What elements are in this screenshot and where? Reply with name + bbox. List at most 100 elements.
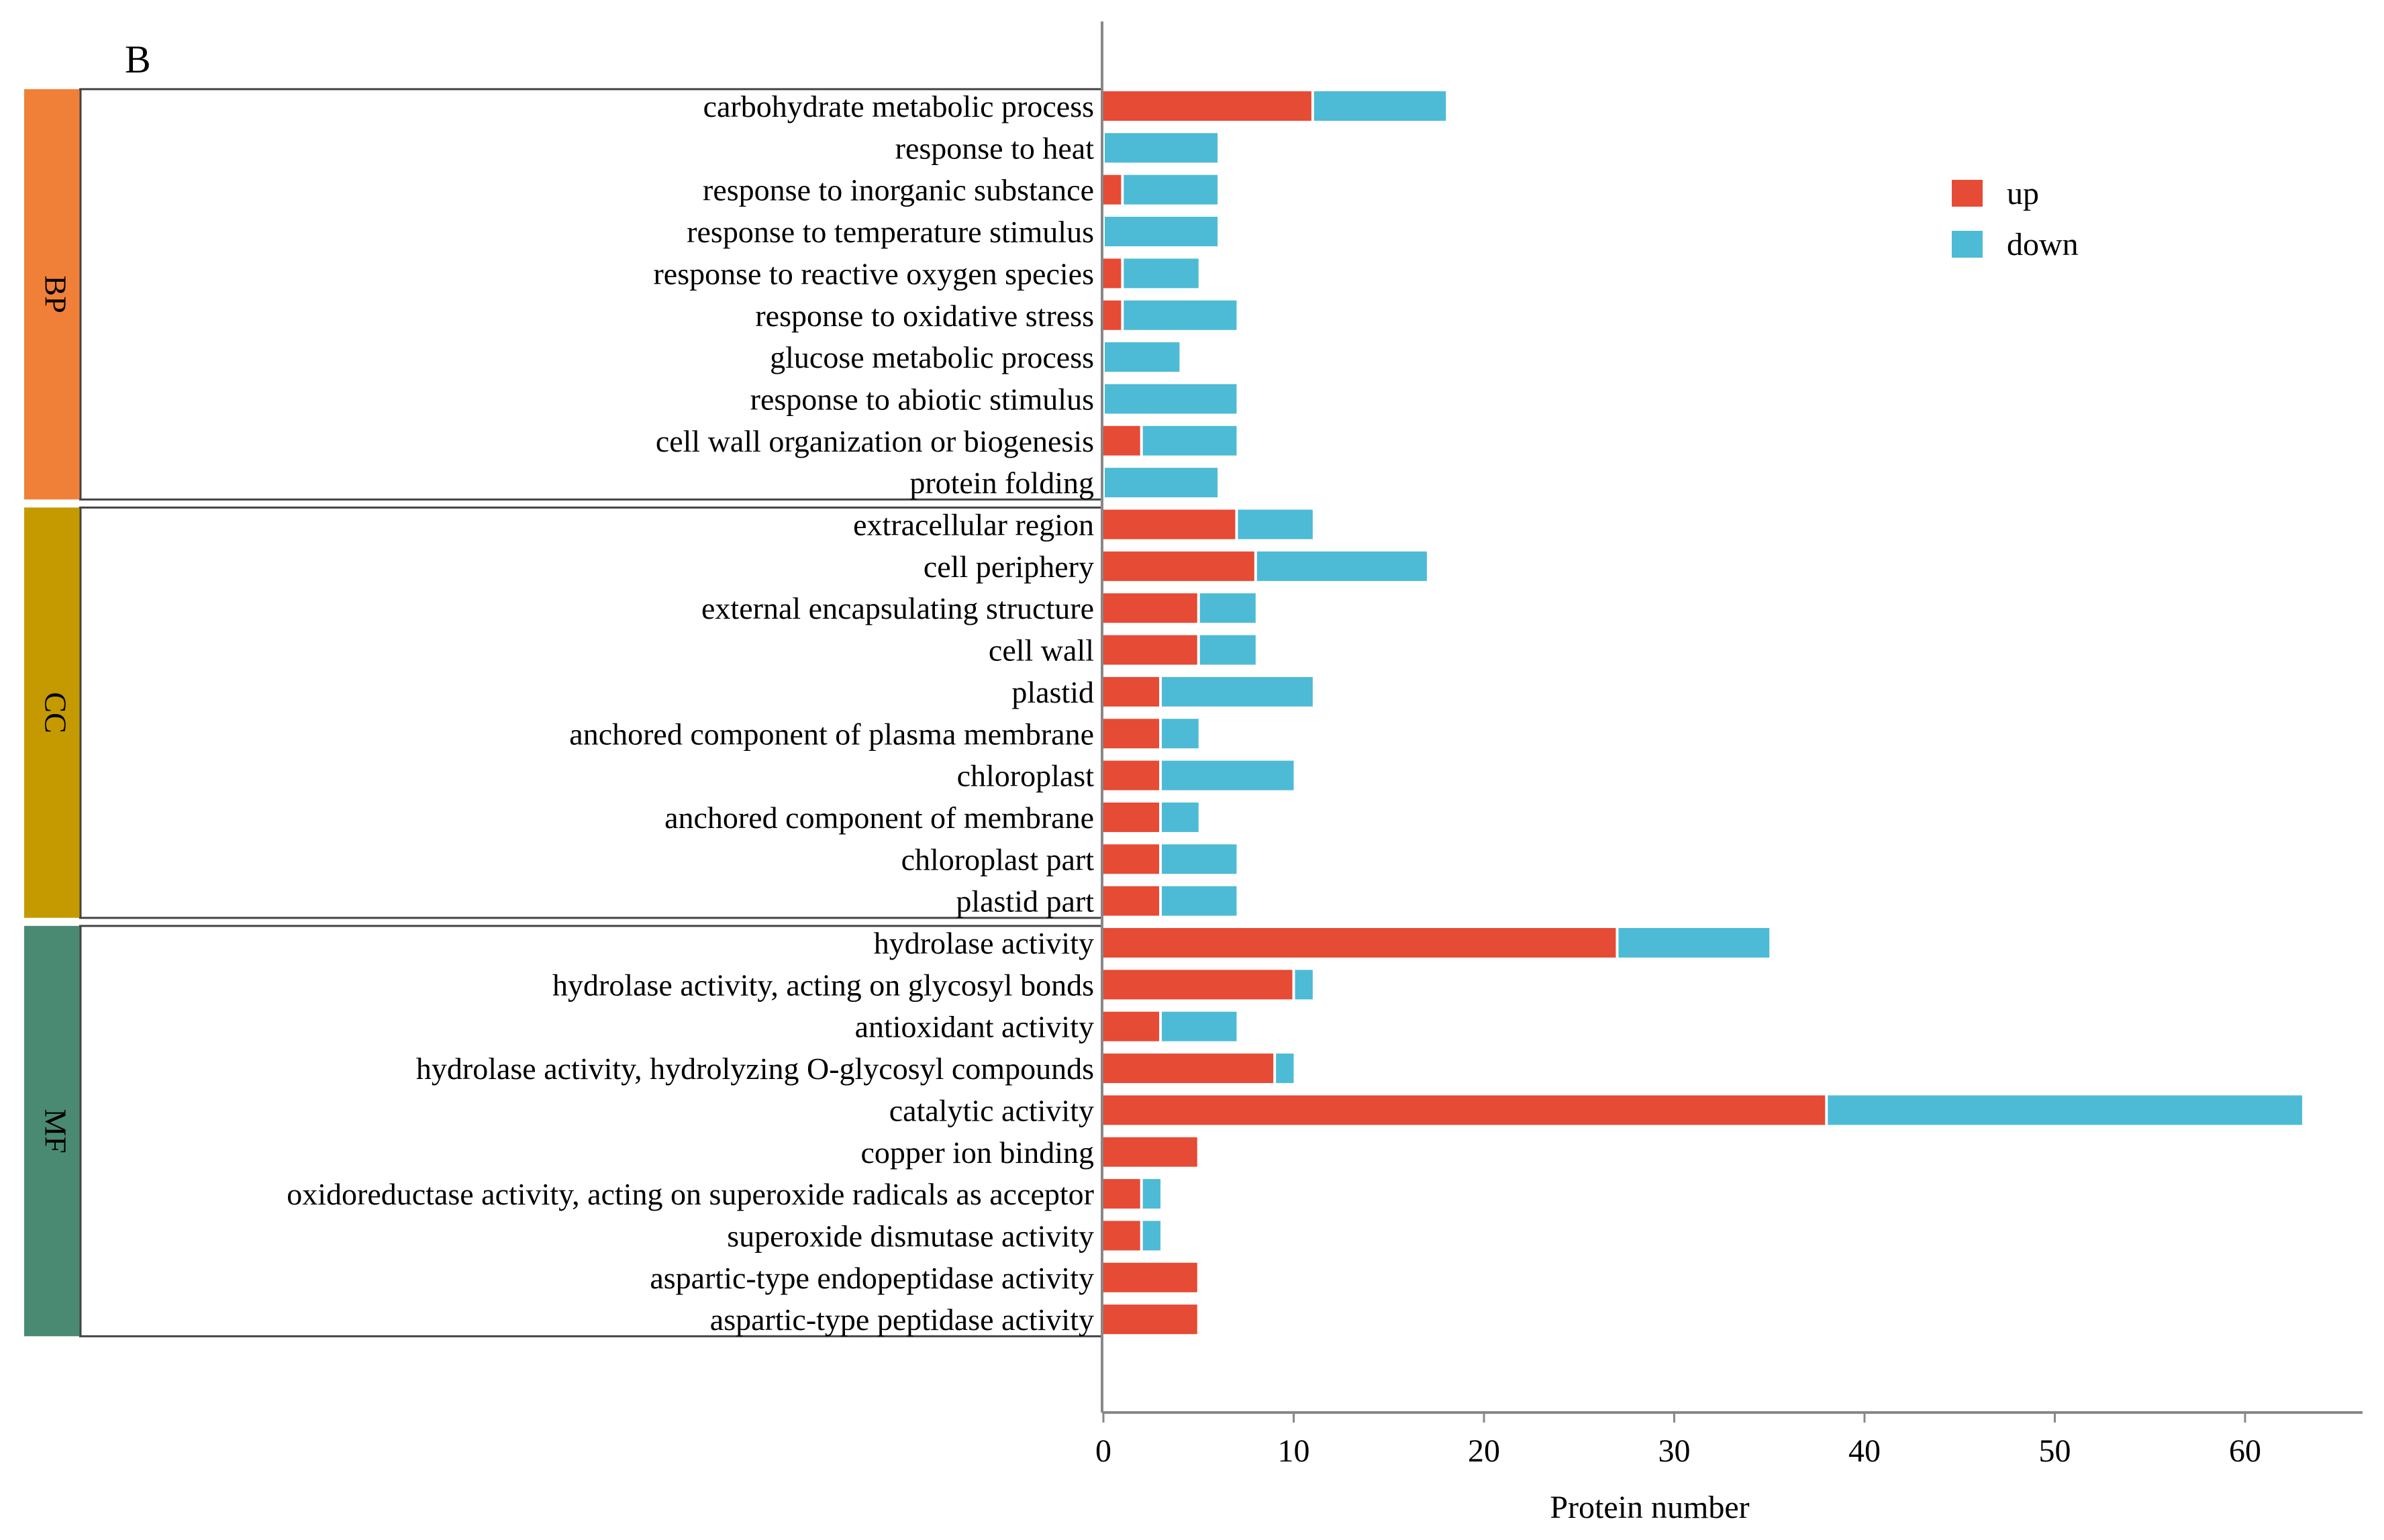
bar-up — [1103, 1054, 1274, 1084]
bar-up — [1103, 91, 1311, 121]
bar-up — [1103, 719, 1160, 749]
group-bar-bp — [24, 89, 81, 500]
x-axis-ticks: 0 10 20 30 40 50 60 — [1095, 1413, 2261, 1469]
category-label: cell wall — [989, 633, 1094, 668]
category-label: carbohydrate metabolic process — [703, 89, 1094, 123]
bar-up — [1103, 258, 1122, 289]
x-tick-label: 20 — [1468, 1433, 1500, 1469]
bar-up — [1103, 970, 1293, 1000]
x-tick-label: 0 — [1095, 1433, 1111, 1469]
group-label-cc: CC — [38, 692, 72, 733]
x-tick-label: 10 — [1278, 1433, 1310, 1469]
category-label: aspartic-type endopeptidase activity — [650, 1261, 1094, 1295]
group-bar-mf — [24, 925, 81, 1337]
bar-down — [1105, 384, 1237, 414]
x-tick-label: 50 — [2039, 1433, 2071, 1469]
bar-down — [1828, 1095, 2303, 1125]
category-label: chloroplast — [957, 759, 1095, 793]
category-label: cell wall organization or biogenesis — [656, 424, 1094, 458]
bar-up — [1103, 635, 1197, 665]
bar-down — [1313, 91, 1446, 121]
bar-down — [1142, 425, 1237, 456]
category-label: chloroplast part — [901, 842, 1095, 876]
legend-swatch-up — [1952, 180, 1983, 207]
bar-up — [1103, 928, 1616, 958]
bar-up — [1103, 425, 1140, 456]
category-label: oxidoreductase activity, acting on super… — [287, 1177, 1094, 1211]
bar-down — [1238, 509, 1313, 540]
category-label: response to reactive oxygen species — [653, 256, 1094, 291]
bar-up — [1103, 1221, 1140, 1251]
category-label: plastid — [1011, 675, 1094, 709]
bar-up — [1103, 886, 1160, 916]
bar-up — [1103, 844, 1160, 874]
panel-label: B — [125, 38, 151, 81]
category-label: response to temperature stimulus — [687, 215, 1094, 249]
bar-down — [1162, 844, 1237, 874]
category-label: response to heat — [895, 131, 1095, 165]
category-label: hydrolase activity — [874, 926, 1094, 960]
bar-up — [1103, 509, 1236, 540]
category-label: protein folding — [909, 466, 1094, 500]
bar-up — [1103, 1262, 1197, 1292]
bar-down — [1276, 1054, 1294, 1084]
bar-up — [1103, 760, 1160, 790]
bar-down — [1105, 133, 1218, 163]
bar-layer — [1103, 91, 2303, 1335]
category-label: glucose metabolic process — [770, 340, 1094, 374]
category-label: response to abiotic stimulus — [750, 382, 1094, 416]
bar-down — [1105, 217, 1218, 247]
group-label-mf: MF — [38, 1109, 72, 1153]
category-label: response to oxidative stress — [755, 299, 1094, 333]
legend-swatch-down — [1952, 231, 1983, 258]
bar-up — [1103, 1179, 1140, 1209]
bar-down — [1162, 676, 1313, 707]
category-label: copper ion binding — [861, 1135, 1095, 1170]
bar-down — [1105, 468, 1218, 498]
bar-up — [1103, 676, 1160, 707]
bar-down — [1162, 1011, 1237, 1041]
x-tick-label: 40 — [1848, 1433, 1881, 1469]
category-label: hydrolase activity, hydrolyzing O-glycos… — [416, 1051, 1094, 1086]
category-label: aspartic-type peptidase activity — [710, 1302, 1094, 1337]
bar-down — [1105, 342, 1180, 372]
bar-up — [1103, 802, 1160, 832]
bar-down — [1295, 970, 1313, 1000]
category-label: anchored component of plasma membrane — [569, 717, 1094, 751]
bar-up — [1103, 174, 1122, 205]
legend-label-up: up — [2007, 176, 2039, 211]
x-tick-label: 30 — [1658, 1433, 1691, 1469]
legend-label-down: down — [2007, 227, 2079, 262]
bar-down — [1162, 886, 1237, 916]
bar-up — [1103, 300, 1122, 330]
bar-down — [1199, 593, 1256, 623]
category-label: plastid part — [956, 884, 1094, 919]
category-label-layer: carbohydrate metabolic process response t… — [287, 89, 1094, 1337]
category-label: external encapsulating structure — [701, 591, 1094, 625]
bar-down — [1256, 551, 1427, 581]
bar-down — [1162, 719, 1199, 749]
x-axis-title: Protein number — [1550, 1490, 1749, 1525]
category-label: antioxidant activity — [855, 1010, 1094, 1044]
bar-up — [1103, 1095, 1826, 1125]
bar-up — [1103, 1137, 1197, 1167]
bar-down — [1142, 1221, 1161, 1251]
bar-up — [1103, 593, 1197, 623]
category-group-layer: BP CC MF — [24, 88, 1102, 1337]
bar-down — [1199, 635, 1256, 665]
bar-up — [1103, 1011, 1160, 1041]
bar-up — [1103, 551, 1254, 581]
category-label: catalytic activity — [889, 1093, 1094, 1127]
bar-down — [1618, 928, 1770, 958]
bar-down — [1124, 174, 1218, 205]
bar-up — [1103, 1304, 1197, 1335]
bar-down — [1162, 760, 1294, 790]
category-label: hydrolase activity, acting on glycosyl b… — [552, 968, 1094, 1002]
category-label: cell periphery — [924, 550, 1094, 584]
legend: up down — [1952, 176, 2079, 262]
category-label: superoxide dismutase activity — [727, 1219, 1094, 1253]
category-label: extracellular region — [853, 508, 1094, 542]
group-bar-cc — [24, 507, 81, 918]
bar-down — [1124, 258, 1199, 289]
